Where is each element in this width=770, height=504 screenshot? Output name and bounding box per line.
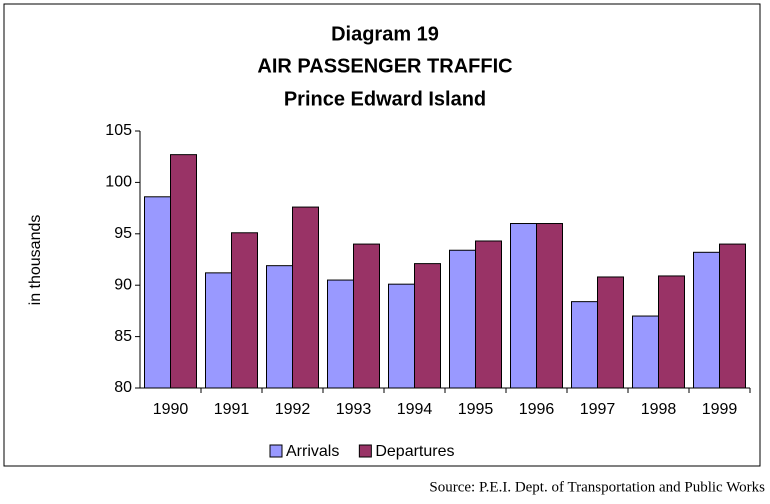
bar	[449, 249, 476, 389]
legend-label: Arrivals	[286, 443, 339, 460]
bar	[658, 275, 685, 389]
y-tick-label: 95	[114, 225, 132, 242]
y-tick-label: 105	[105, 122, 132, 139]
chart-subtitle: AIR PASSENGER TRAFFIC	[257, 55, 512, 77]
y-tick-label: 90	[114, 276, 132, 293]
y-tick-label: 80	[114, 379, 132, 396]
x-tick-label: 1991	[214, 401, 250, 418]
bar	[414, 263, 441, 389]
y-tick-label: 100	[105, 174, 132, 191]
x-tick-label: 1997	[580, 401, 616, 418]
legend-label: Departures	[375, 443, 454, 460]
y-axis-label: in thousands	[27, 215, 44, 306]
bar	[571, 301, 598, 389]
bar	[388, 283, 415, 389]
bar	[693, 251, 720, 389]
source: Source: P.E.I. Dept. of Transportation a…	[429, 479, 765, 495]
bar	[536, 223, 563, 389]
chart-subtitle: Prince Edward Island	[284, 88, 486, 110]
x-tick-label: 1992	[275, 401, 311, 418]
chart-title: Diagram 19	[331, 23, 439, 45]
bar	[719, 243, 746, 389]
bar	[632, 315, 659, 389]
bar	[205, 272, 232, 389]
x-tick-label: 1995	[458, 401, 494, 418]
x-tick-label: 1993	[336, 401, 372, 418]
bar	[266, 265, 293, 389]
chart-border	[3, 3, 761, 467]
bar	[231, 232, 258, 389]
bar	[327, 279, 354, 389]
bar	[144, 196, 171, 389]
legend-swatch	[269, 444, 283, 458]
bar	[475, 240, 502, 389]
bar	[170, 154, 197, 389]
x-tick-label: 1998	[641, 401, 677, 418]
bar	[510, 223, 537, 389]
x-tick-label: 1999	[702, 401, 738, 418]
legend-swatch	[358, 444, 372, 458]
bar	[597, 276, 624, 389]
x-tick-label: 1990	[153, 401, 189, 418]
x-tick-label: 1996	[519, 401, 555, 418]
x-tick-label: 1994	[397, 401, 433, 418]
y-tick-label: 85	[114, 328, 132, 345]
bar	[292, 206, 319, 389]
bar	[353, 243, 380, 389]
